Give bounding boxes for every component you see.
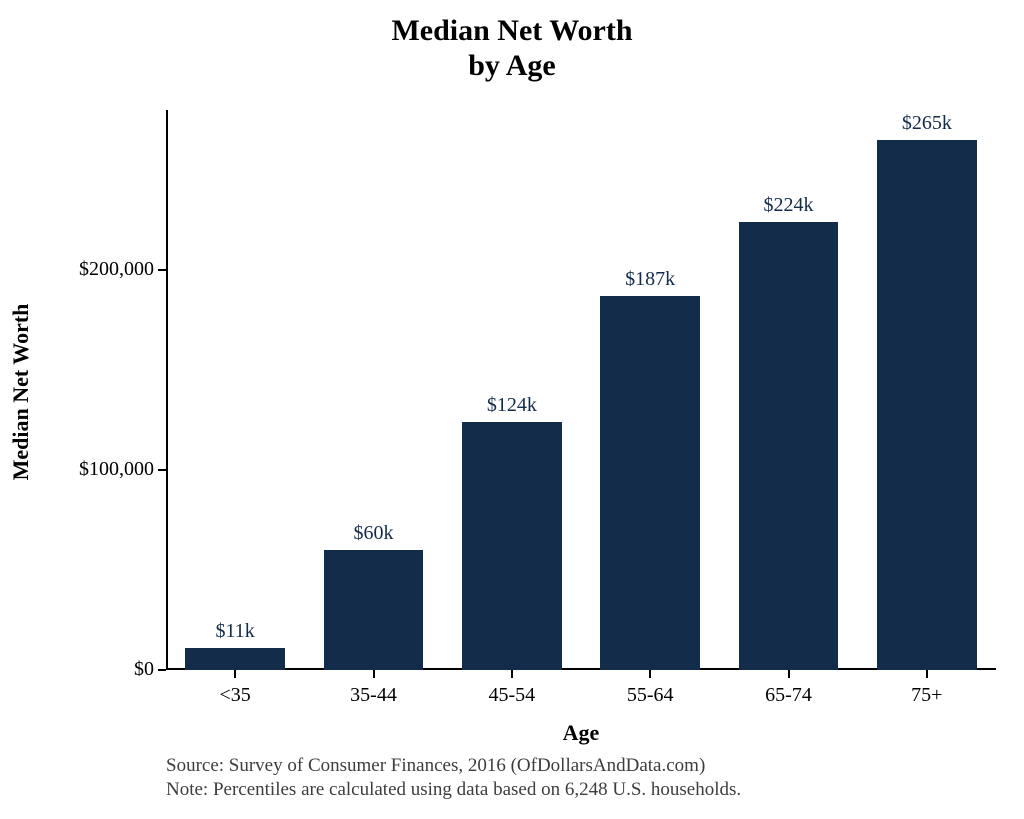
bar-value-label: $11k: [175, 620, 295, 643]
y-tick-label: $200,000: [79, 258, 154, 281]
bar-value-label: $265k: [867, 112, 987, 135]
footer-source: Source: Survey of Consumer Finances, 201…: [166, 754, 741, 778]
chart-footer: Source: Survey of Consumer Finances, 201…: [166, 754, 741, 802]
x-tick-label: <35: [166, 684, 304, 707]
y-tick-mark: [158, 669, 166, 671]
x-tick-label: 55-64: [581, 684, 719, 707]
y-tick-label: $100,000: [79, 458, 154, 481]
y-tick-mark: [158, 469, 166, 471]
x-axis-line: [166, 668, 996, 670]
x-tick-label: 35-44: [304, 684, 442, 707]
y-axis-label: Median Net Worth: [8, 112, 34, 672]
chart-title-line2: by Age: [0, 49, 1024, 84]
bar-value-label: $224k: [729, 194, 849, 217]
x-tick-mark: [373, 670, 375, 678]
x-tick-mark: [788, 670, 790, 678]
x-tick-mark: [649, 670, 651, 678]
x-tick-mark: [511, 670, 513, 678]
x-tick-label: 65-74: [719, 684, 857, 707]
bar: [739, 222, 839, 670]
footer-note: Note: Percentiles are calculated using d…: [166, 778, 741, 802]
bar: [462, 422, 562, 670]
y-tick-mark: [158, 269, 166, 271]
bar: [324, 550, 424, 670]
y-tick-label: $0: [134, 658, 154, 681]
bar-value-label: $187k: [590, 268, 710, 291]
plot-area: [166, 110, 996, 670]
x-tick-label: 75+: [858, 684, 996, 707]
bar: [877, 140, 977, 670]
bar: [600, 296, 700, 670]
bar: [185, 648, 285, 670]
bar-value-label: $124k: [452, 394, 572, 417]
x-tick-label: 45-54: [443, 684, 581, 707]
chart-container: Median Net Worth by Age Median Net Worth…: [0, 0, 1024, 819]
x-tick-mark: [234, 670, 236, 678]
chart-title: Median Net Worth by Age: [0, 14, 1024, 83]
x-axis-label: Age: [166, 720, 996, 746]
bar-value-label: $60k: [314, 522, 434, 545]
x-tick-mark: [926, 670, 928, 678]
y-axis-line: [166, 110, 168, 670]
chart-title-line1: Median Net Worth: [0, 14, 1024, 49]
